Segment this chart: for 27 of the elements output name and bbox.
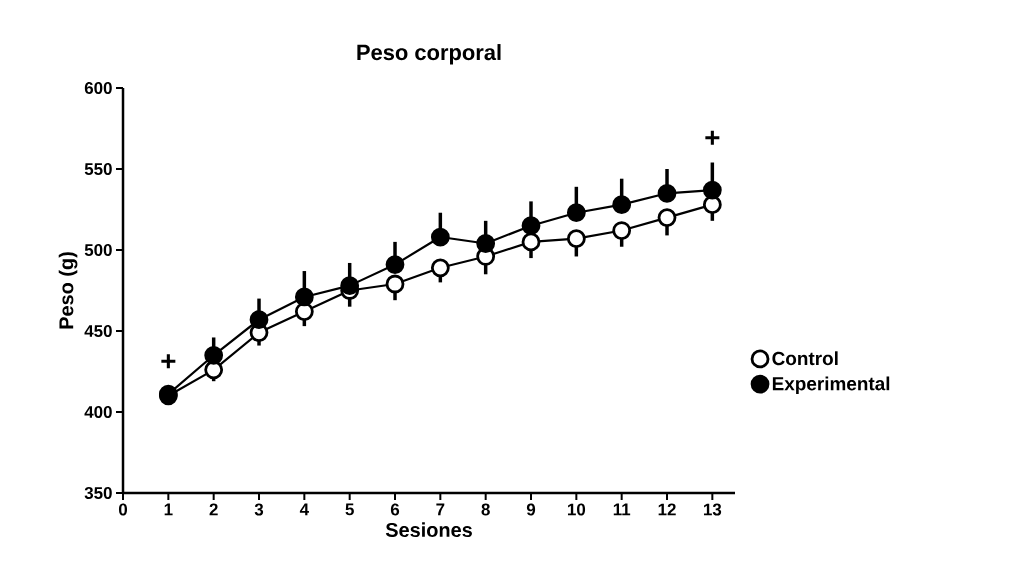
x-tick-label: 12 (658, 503, 676, 516)
legend-label: Experimental (772, 376, 890, 395)
x-tick-label: 3 (254, 503, 264, 516)
x-tick-label: 9 (526, 503, 536, 516)
x-tick-label: 13 (703, 503, 722, 516)
y-tick-label: 350 (84, 486, 112, 499)
x-tick-label: 8 (481, 503, 490, 516)
y-tick-label: 500 (84, 243, 112, 256)
x-tick-label: 2 (209, 503, 218, 516)
x-tick-label: 6 (390, 503, 400, 516)
x-tick-label: 0 (118, 503, 128, 516)
x-tick-label: 1 (164, 503, 173, 516)
x-tick-label: 10 (567, 503, 586, 516)
annotation: + (705, 130, 720, 145)
y-tick-label: 550 (84, 162, 112, 175)
y-tick-label: 450 (84, 324, 112, 337)
x-tick-label: 4 (299, 503, 309, 516)
y-axis-title: Peso (g) (58, 252, 78, 329)
annotation: + (161, 354, 176, 369)
x-tick-label: 5 (345, 503, 354, 516)
x-tick-label: 7 (436, 503, 445, 516)
y-tick-label: 600 (84, 81, 112, 94)
y-tick-label: 400 (84, 405, 112, 418)
chart-title: Peso corporal (357, 44, 501, 65)
x-axis-title: Sesiones (385, 522, 472, 537)
legend-label: Control (772, 351, 838, 366)
x-tick-label: 11 (613, 503, 631, 516)
